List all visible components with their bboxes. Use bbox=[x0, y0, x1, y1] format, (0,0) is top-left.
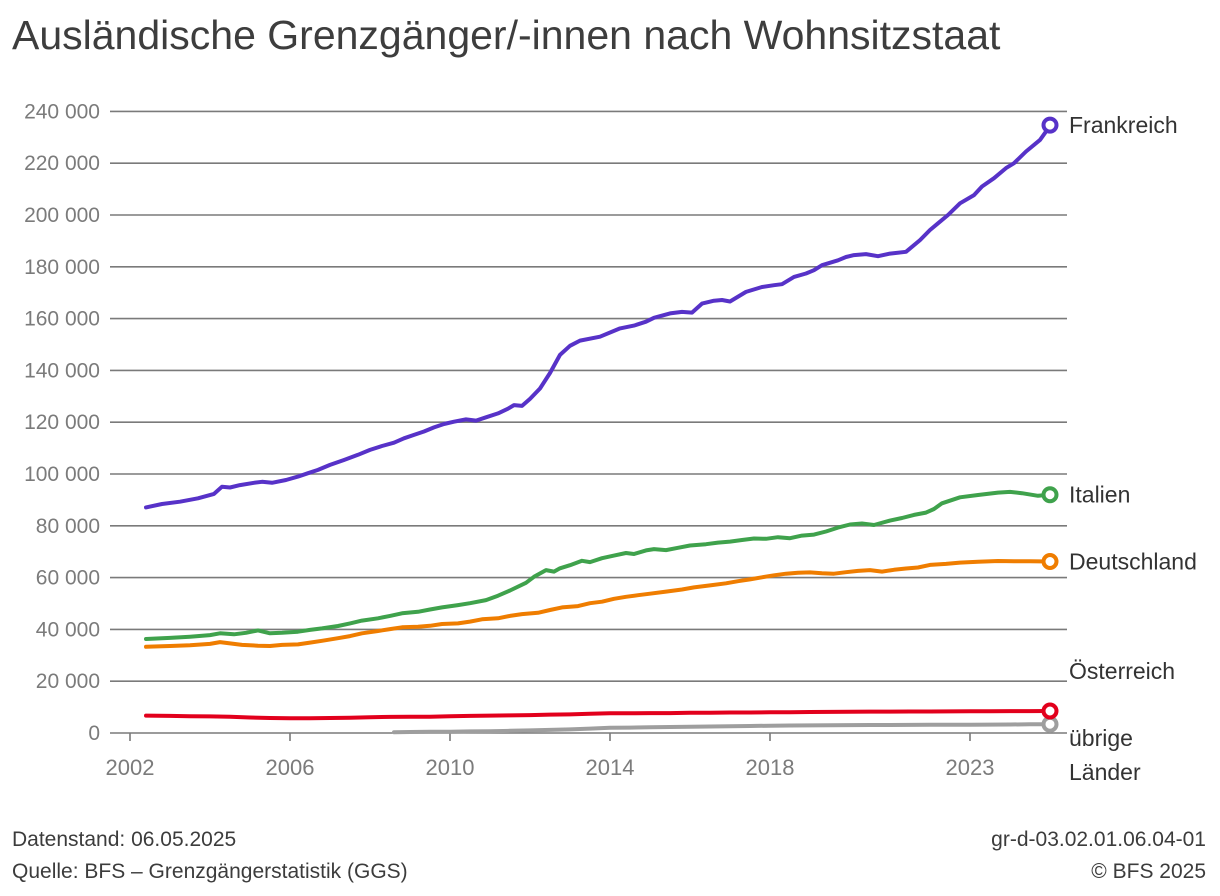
chart-footer: Datenstand: 06.05.2025 Quelle: BFS – Gre… bbox=[12, 824, 1206, 888]
series-label-uebrige-laender: übrige bbox=[1069, 725, 1133, 751]
series-line-deutschland bbox=[144, 559, 1052, 649]
data-status-text: Datenstand: 06.05.2025 bbox=[12, 828, 237, 851]
y-axis-tick-label: 60 000 bbox=[36, 567, 100, 590]
y-axis-tick-label: 80 000 bbox=[36, 515, 100, 538]
chart-title: Ausländische Grenzgänger/-innen nach Woh… bbox=[12, 12, 1001, 58]
series-line-oesterreich bbox=[144, 709, 1052, 721]
y-axis-tick-label: 200 000 bbox=[24, 204, 100, 227]
copyright-text: © BFS 2025 bbox=[1091, 860, 1206, 883]
series-label-uebrige-laender: Länder bbox=[1069, 759, 1141, 785]
footer-left: Datenstand: 06.05.2025 Quelle: BFS – Gre… bbox=[12, 824, 408, 888]
series-line-frankreich bbox=[144, 123, 1052, 510]
y-axis-tick-label: 160 000 bbox=[24, 308, 100, 331]
y-axis-tick-label: 20 000 bbox=[36, 670, 100, 693]
series-label-deutschland: Deutschland bbox=[1069, 549, 1197, 575]
series-end-marker-deutschland bbox=[1041, 553, 1059, 570]
y-axis-tick-label: 120 000 bbox=[24, 411, 100, 434]
x-axis-tick-label: 2018 bbox=[746, 755, 795, 780]
footer-right: gr-d-03.02.01.06.04-01 © BFS 2025 bbox=[991, 824, 1206, 888]
line-chart-canvas: 0 20 000 40 000 60 000 80 000 100 000 120 000 1… bbox=[24, 100, 1197, 785]
y-axis-tick-label: 220 000 bbox=[24, 152, 100, 175]
series-label-oesterreich: Österreich bbox=[1069, 658, 1175, 684]
y-axis-tick-label: 0 bbox=[88, 722, 100, 745]
y-axis-tick-label: 40 000 bbox=[36, 618, 100, 641]
graph-id-text: gr-d-03.02.01.06.04-01 bbox=[991, 828, 1206, 851]
y-axis-tick-label: 140 000 bbox=[24, 359, 100, 382]
y-axis-tick-label: 240 000 bbox=[24, 100, 100, 123]
series-label-frankreich: Frankreich bbox=[1069, 112, 1178, 138]
series-line-italien bbox=[144, 489, 1052, 641]
source-text: Quelle: BFS – Grenzgängerstatistik (GGS) bbox=[12, 860, 408, 883]
series-label-italien: Italien bbox=[1069, 482, 1130, 508]
series-end-marker-frankreich bbox=[1041, 116, 1059, 134]
series-end-marker-italien bbox=[1041, 486, 1059, 504]
x-axis-tick-label: 2014 bbox=[586, 755, 635, 780]
x-axis-tick-label: 2002 bbox=[106, 755, 155, 780]
series-line-uebrige-laender bbox=[392, 722, 1052, 735]
x-axis-tick-label: 2006 bbox=[266, 755, 315, 780]
x-axis-tick-label: 2023 bbox=[946, 755, 995, 780]
series-end-marker-uebrige-laender bbox=[1041, 715, 1059, 733]
y-axis-tick-label: 100 000 bbox=[24, 463, 100, 486]
series-end-marker-oesterreich bbox=[1041, 702, 1059, 720]
y-axis-tick-label: 180 000 bbox=[24, 256, 100, 279]
x-axis-tick-label: 2010 bbox=[426, 755, 475, 780]
